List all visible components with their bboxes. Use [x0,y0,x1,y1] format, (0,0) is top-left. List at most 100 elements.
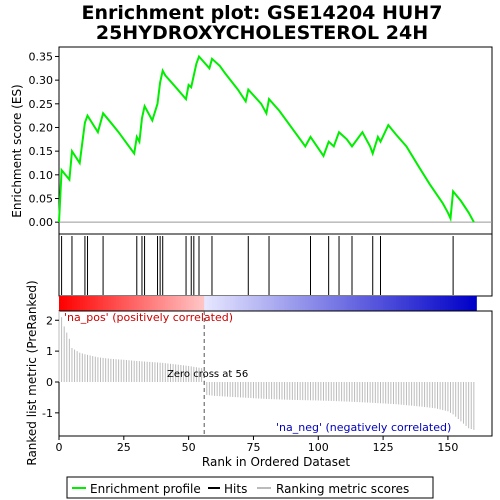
heatmap-cell [108,296,112,311]
heatmap-cell [466,296,470,311]
heatmap-cell [188,296,192,311]
heatmap-cell [390,296,394,311]
pos-correlated-label: 'na_pos' (positively correlated) [64,311,233,324]
chart-title-line2: 25HYDROXYCHOLESTEROL 24H [96,22,428,44]
heatmap-cell [359,296,363,311]
es-y-axis-title: Enrichment score (ES) [10,84,24,217]
heatmap-cell [214,296,218,311]
heatmap-cell [333,296,337,311]
heatmap-cell [162,296,166,311]
heatmap-cell [300,296,304,311]
metric-y-axis: -1 0 1 2 [42,314,59,420]
legend-frame [66,476,434,499]
x-tick-label: 125 [373,441,394,454]
heatmap-cell [460,296,464,311]
x-tick-label: 75 [246,441,260,454]
heatmap-cell [323,296,327,311]
heatmap-cell [307,296,311,311]
heatmap-cell [129,296,132,311]
heatmap-cell [274,296,278,311]
heatmap-cell [149,296,153,311]
es-y-tick-label: 0.10 [29,169,54,182]
heatmap-cell [440,296,444,311]
heatmap-cell [357,296,361,311]
heatmap-cell [243,296,247,311]
rank-heatmap-bar [59,296,477,311]
heatmap-cell [167,296,171,311]
heatmap-cell [344,296,348,311]
chart-title-line1: Enrichment plot: GSE14204 HUH7 [82,2,443,24]
heatmap-cell [403,296,407,311]
heatmap-cell [196,296,200,311]
heatmap-cell [419,296,423,311]
heatmap-cell [302,296,306,311]
heatmap-cell [186,296,190,311]
heatmap-cell [447,296,451,311]
heatmap-cell [458,296,462,311]
heatmap-cell [245,296,249,311]
heatmap-cell [411,296,415,311]
heatmap-cell [421,296,425,311]
heatmap-cell [82,296,86,311]
es-y-tick-label: 0.20 [29,121,54,134]
heatmap-cell [372,296,376,311]
heatmap-cell [445,296,449,311]
heatmap-cell [92,296,96,311]
heatmap-cell [209,296,213,311]
heatmap-cell [74,296,78,311]
heatmap-cell [450,296,454,311]
metric-y-axis-title: Ranked list metric (PreRanked) [25,280,39,465]
x-axis: 0 25 50 75 100 125 150 [56,436,458,454]
heatmap-cell [354,296,358,311]
heatmap-cell [79,296,83,311]
heatmap-cell [315,296,319,311]
heatmap-cell [224,296,228,311]
heatmap-cell [414,296,418,311]
heatmap-cell [427,296,431,311]
heatmap-cell [211,296,215,311]
heatmap-cell [294,296,298,311]
es-y-tick-label: 0.00 [29,216,54,229]
heatmap-cell [349,296,353,311]
heatmap-cell [279,296,283,311]
heatmap-cell [180,296,184,311]
heatmap-cell [416,296,420,311]
zero-cross-label: Zero cross at 56 [167,369,248,380]
legend: Enrichment profile Hits Ranking metric s… [66,476,434,499]
heatmap-cell [183,296,187,311]
heatmap-cell [269,296,273,311]
heatmap-cell [206,296,210,311]
metric-y-tick-label: 0 [46,376,53,389]
x-tick-label: 50 [182,441,196,454]
heatmap-cell [362,296,366,311]
heatmap-cell [453,296,457,311]
heatmap-cell [134,296,138,311]
heatmap-cell [429,296,433,311]
heatmap-cell [266,296,270,311]
heatmap-cell [147,296,151,311]
heatmap-cell [66,296,70,311]
heatmap-cell [227,296,231,311]
heatmap-cell [388,296,392,311]
heatmap-cell [305,296,309,311]
x-tick-label: 100 [308,441,329,454]
heatmap-cell [105,296,109,311]
heatmap-cell [217,296,221,311]
heatmap-cell [336,296,340,311]
heatmap-cell [110,296,114,311]
heatmap-cell [406,296,410,311]
heatmap-cell [463,296,467,311]
es-y-tick-label: 0.15 [29,145,54,158]
es-y-tick-label: 0.25 [29,98,54,111]
heatmap-cell [95,296,99,311]
heatmap-cell [256,296,260,311]
heatmap-cell [90,296,94,311]
heatmap-cell [77,296,81,311]
heatmap-cell [250,296,254,311]
heatmap-cell [393,296,397,311]
heatmap-cell [261,296,265,311]
heatmap-cell [396,296,400,311]
heatmap-cell [455,296,459,311]
x-tick-label: 0 [56,441,63,454]
